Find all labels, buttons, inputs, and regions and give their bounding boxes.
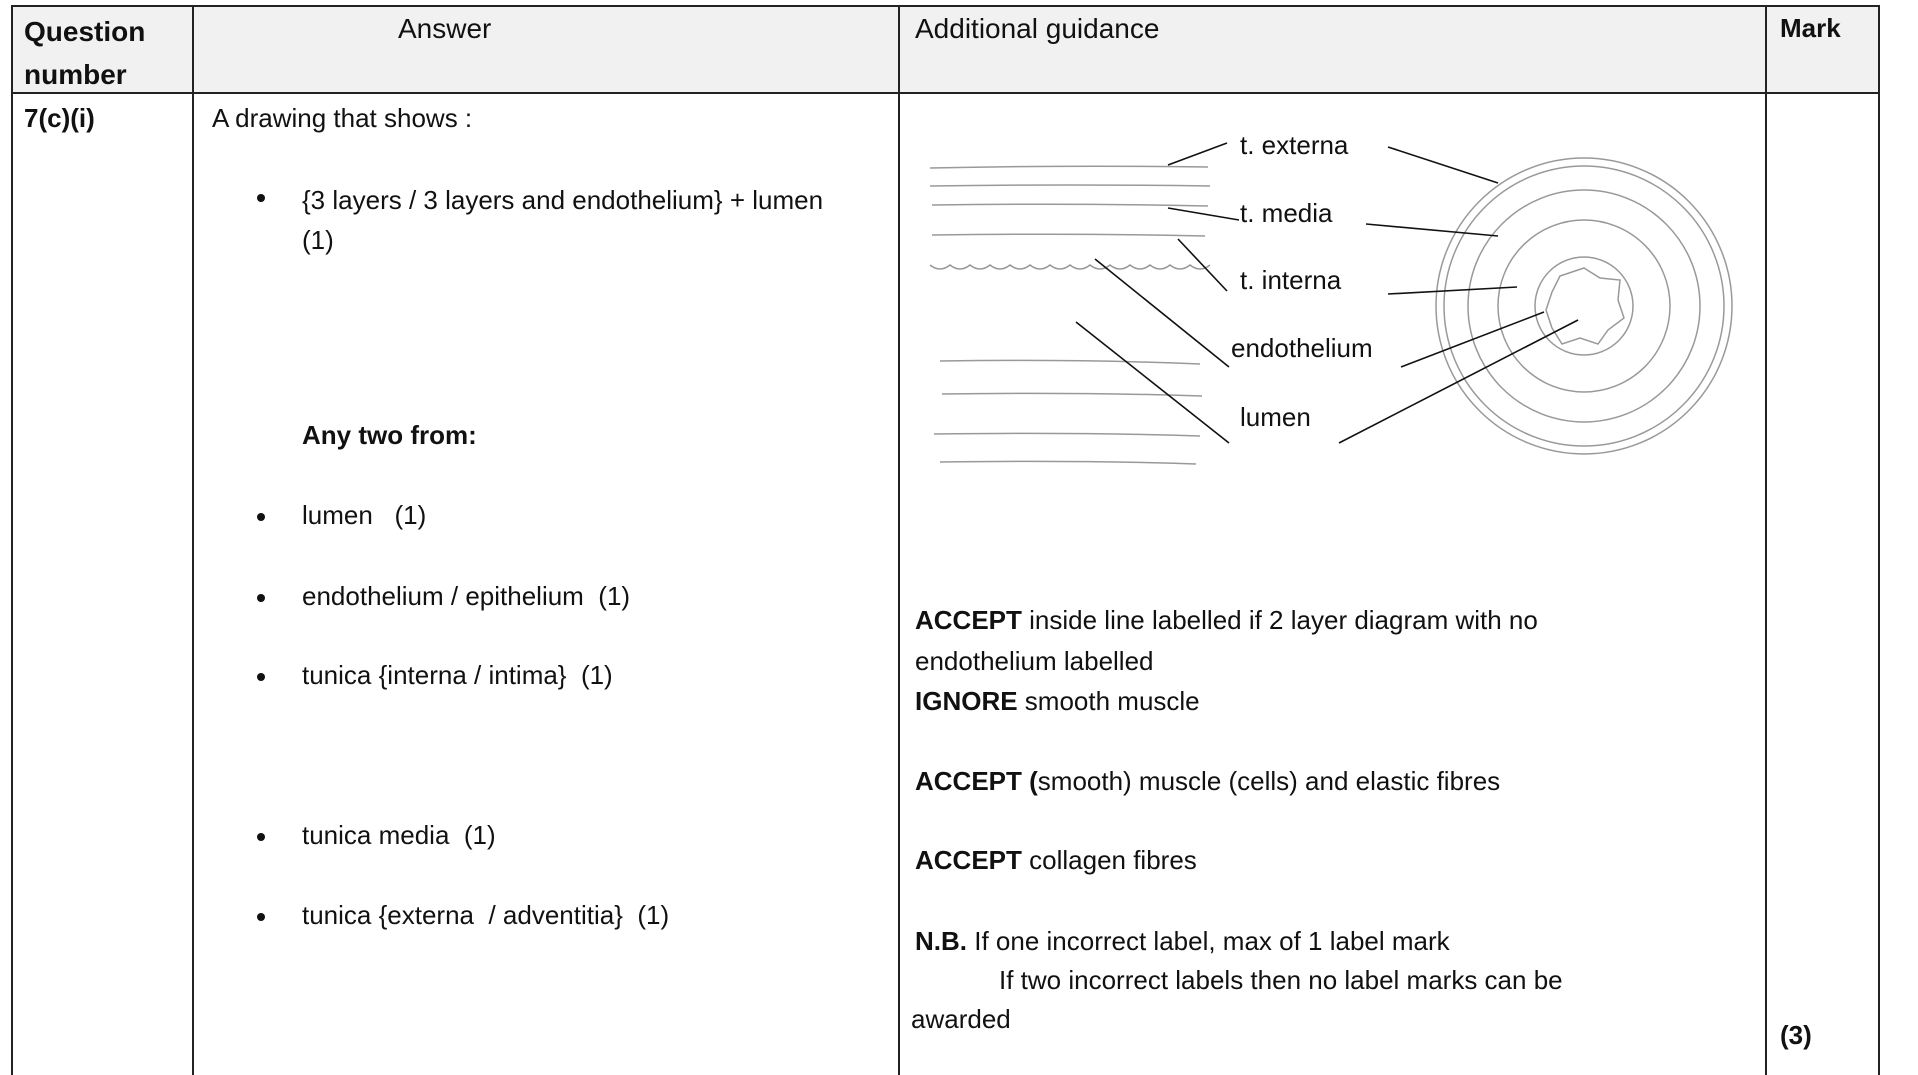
guidance-line: IGNORE smooth muscle xyxy=(915,685,1200,718)
guidance-keyword: N.B. xyxy=(915,926,967,956)
guidance-line: If two incorrect labels then no label ma… xyxy=(999,964,1563,997)
guidance-keyword: ACCEPT xyxy=(915,605,1022,635)
answer-option: endothelium / epithelium (1) xyxy=(302,581,631,611)
guidance-line: awarded xyxy=(911,1003,1011,1036)
diagram-label: t. interna xyxy=(1240,265,1342,295)
bullet xyxy=(257,913,265,921)
bullet xyxy=(257,673,265,681)
guidance-text: collagen fibres xyxy=(1021,845,1197,875)
mark: (3) xyxy=(1780,1020,1812,1050)
guidance-line: ACCEPT (smooth) muscle (cells) and elast… xyxy=(915,765,1500,798)
guidance-line: ACCEPT inside line labelled if 2 layer d… xyxy=(915,604,1538,637)
bullet xyxy=(257,513,265,521)
guidance-text: awarded xyxy=(911,1004,1011,1034)
guidance-line: N.B. If one incorrect label, max of 1 la… xyxy=(915,925,1450,958)
answer-option: lumen (1) xyxy=(302,500,427,530)
guidance-text: If one incorrect label, max of 1 label m… xyxy=(967,926,1450,956)
border xyxy=(11,92,1879,94)
answer-option: tunica {externa / adventitia} (1) xyxy=(302,900,670,930)
answer-intro: A drawing that shows : xyxy=(212,103,473,133)
header-cell: Mark xyxy=(1780,13,1841,43)
guidance-text: inside line labelled if 2 layer diagram … xyxy=(1021,605,1538,635)
guidance-keyword: ACCEPT xyxy=(915,845,1022,875)
guidance-keyword: ACCEPT ( xyxy=(915,766,1038,796)
diagram-label: t. externa xyxy=(1240,130,1349,160)
bullet xyxy=(257,833,265,841)
any-two: Any two from: xyxy=(302,420,477,450)
border xyxy=(192,5,194,1075)
question-number: 7(c)(i) xyxy=(24,103,95,133)
header-cell: Additional guidance xyxy=(915,13,1160,44)
guidance-keyword: IGNORE xyxy=(915,686,1018,716)
border xyxy=(11,5,13,1075)
border xyxy=(11,5,1879,7)
answer-bullet: {3 layers / 3 layers and endothelium} + … xyxy=(302,185,824,255)
header-bg xyxy=(11,5,1879,93)
bullet xyxy=(257,194,265,202)
guidance-text: smooth) muscle (cells) and elastic fibre… xyxy=(1037,766,1501,796)
guidance-text: smooth muscle xyxy=(1017,686,1200,716)
answer-option: tunica media (1) xyxy=(302,820,496,850)
border xyxy=(1878,5,1880,1075)
bullet xyxy=(257,594,265,602)
guidance-text: endothelium labelled xyxy=(915,646,1154,676)
guidance-text: If two incorrect labels then no label ma… xyxy=(999,965,1563,995)
answer-option: tunica {interna / intima} (1) xyxy=(302,660,613,690)
diagram-label: endothelium xyxy=(1231,333,1373,363)
header-cell: Question number xyxy=(24,16,146,90)
border xyxy=(1765,5,1767,1075)
diagram-label: t. media xyxy=(1240,198,1333,228)
diagram-label: lumen xyxy=(1240,402,1311,432)
guidance-line: endothelium labelled xyxy=(915,645,1154,678)
border xyxy=(898,5,900,1075)
header-cell: Answer xyxy=(398,13,492,44)
guidance-line: ACCEPT collagen fibres xyxy=(915,844,1197,877)
